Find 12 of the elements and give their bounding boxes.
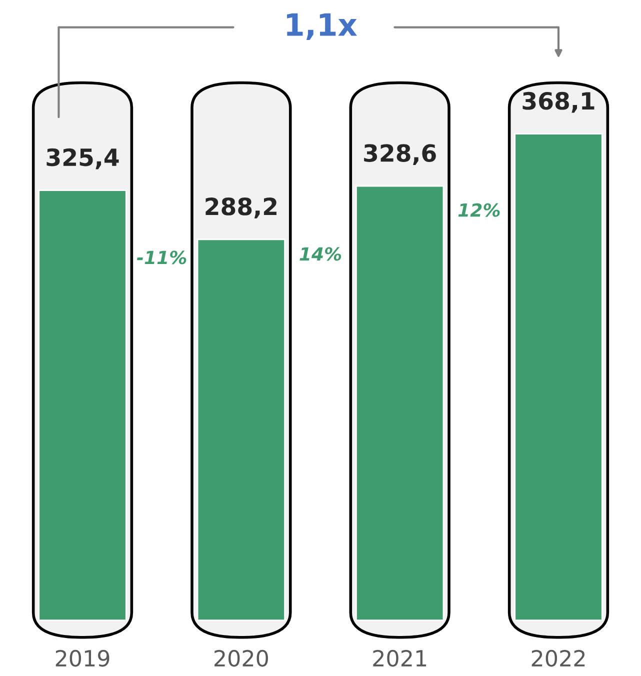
data-label: 328,6	[364, 144, 436, 165]
annotation: 12%	[458, 203, 500, 217]
data-label: 325,4	[46, 148, 119, 170]
data-label: 288,2	[206, 198, 276, 218]
annotation: 14%	[300, 247, 342, 261]
data-label: 368,1	[522, 92, 594, 113]
x-tick-label: 2020	[214, 650, 268, 667]
text: 1,1x	[287, 13, 357, 40]
x-tick-label: 2021	[373, 650, 426, 667]
x-tick-label: 2022	[532, 650, 585, 667]
annotation: -11%	[136, 250, 186, 264]
x-tick-label: 2019	[56, 650, 110, 667]
